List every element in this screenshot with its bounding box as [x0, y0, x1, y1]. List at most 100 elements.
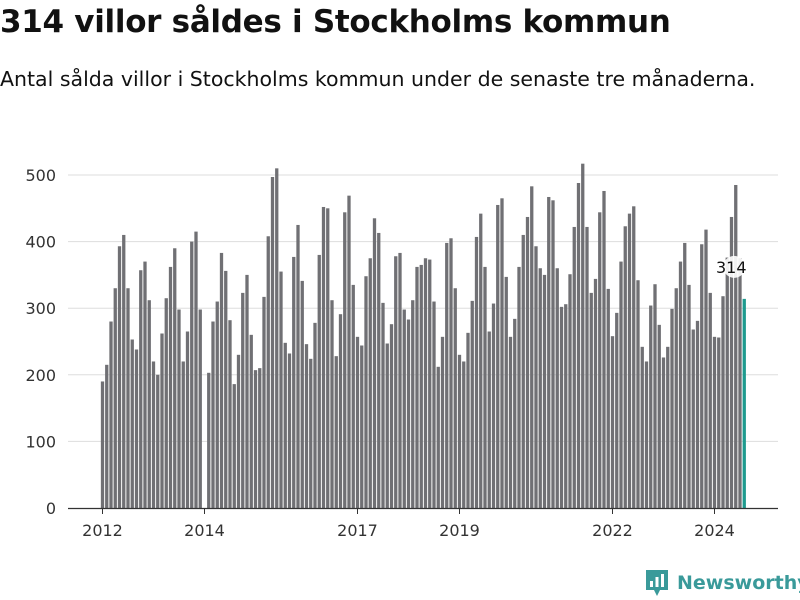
bar [300, 280, 304, 508]
bar [168, 266, 173, 508]
bar [568, 274, 572, 508]
bar [190, 241, 194, 508]
bar [653, 284, 657, 508]
bar [525, 216, 530, 508]
bar [398, 252, 402, 508]
y-tick-label-100: 100 [25, 432, 56, 451]
bar [457, 354, 462, 508]
bar-latest [742, 298, 746, 508]
bar [470, 300, 474, 508]
bar [266, 236, 270, 508]
bar [134, 349, 139, 508]
bar [181, 361, 185, 508]
bar [483, 266, 487, 508]
bar [627, 213, 632, 508]
bar [428, 259, 432, 508]
bar [449, 238, 453, 508]
bar [343, 212, 347, 509]
y-tick-label-500: 500 [25, 166, 56, 185]
bar [143, 261, 147, 508]
bar [598, 212, 602, 509]
bar [521, 234, 525, 508]
y-tick-label-200: 200 [25, 366, 56, 385]
newsworthy-icon [646, 570, 668, 596]
bar [126, 288, 130, 508]
brand-name: Newsworthy [677, 572, 800, 594]
bar [275, 168, 279, 508]
chart-title: 314 villor såldes i Stockholms kommun [0, 4, 671, 40]
bar [453, 288, 457, 508]
bar [419, 264, 423, 508]
chart-subtitle: Antal sålda villor i Stockholms kommun u… [0, 67, 756, 91]
labels: 0 100 200 300 400 500 2012 2014 2017 2019 2022 2024… [25, 166, 746, 540]
bar [487, 331, 491, 508]
bar [674, 288, 678, 508]
bar [542, 274, 547, 508]
newsworthy-logo: Newsworthy [645, 569, 800, 597]
bar [687, 284, 691, 508]
bar [334, 356, 338, 508]
bar [177, 309, 181, 508]
bar [402, 309, 406, 508]
bar [479, 213, 483, 508]
last-value-halo [723, 255, 746, 278]
bar [160, 333, 164, 508]
bar [381, 302, 385, 508]
x-tick-label-2022: 2022 [592, 521, 633, 540]
bar [406, 319, 411, 508]
bar [279, 271, 283, 508]
bar [224, 270, 228, 508]
bar [619, 261, 623, 508]
bar [704, 229, 708, 509]
bar [466, 332, 470, 508]
bar [304, 344, 309, 508]
bar [712, 336, 717, 508]
bar [474, 236, 479, 508]
bar [593, 278, 598, 508]
axes [68, 507, 778, 514]
bar [330, 300, 334, 508]
bar [194, 231, 198, 509]
bar [317, 254, 321, 508]
bar [576, 182, 581, 509]
bar [100, 381, 105, 508]
bar [338, 314, 343, 508]
bar [326, 208, 330, 509]
bar [368, 258, 372, 508]
bar [632, 206, 636, 509]
bar [564, 304, 568, 508]
bar [708, 292, 712, 508]
bar [249, 334, 253, 508]
bar [572, 226, 576, 508]
bar [721, 296, 725, 508]
bar [445, 242, 449, 508]
bar [581, 163, 585, 508]
bar [661, 357, 666, 508]
bar [215, 301, 219, 508]
bar [228, 320, 232, 508]
bar [241, 292, 245, 508]
bar [253, 370, 258, 508]
bar [734, 184, 738, 509]
bar [670, 308, 674, 508]
bar [411, 300, 415, 508]
bar [496, 204, 500, 508]
bar [147, 300, 151, 508]
bar [462, 361, 466, 508]
bar [534, 246, 538, 508]
bar [678, 261, 683, 508]
bar [117, 246, 122, 508]
bar [615, 312, 619, 508]
bar [589, 292, 593, 508]
bar [156, 374, 160, 508]
bar [415, 266, 419, 508]
bar [623, 226, 627, 508]
bar [636, 280, 640, 508]
bar [559, 306, 564, 508]
bar [105, 364, 109, 508]
y-tick-label-400: 400 [25, 233, 56, 252]
bar [236, 354, 241, 508]
bar [245, 274, 249, 508]
bar [513, 318, 517, 508]
